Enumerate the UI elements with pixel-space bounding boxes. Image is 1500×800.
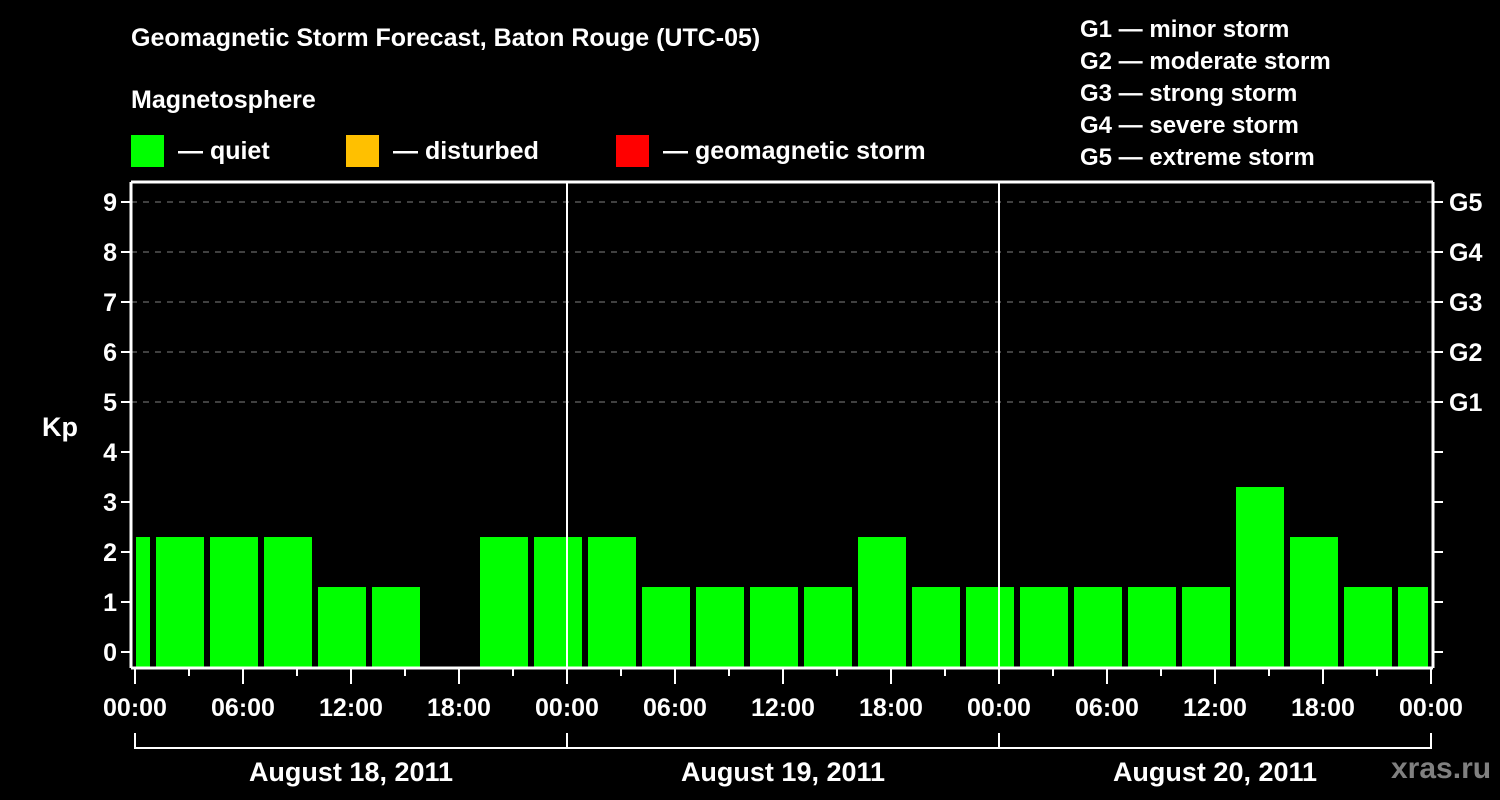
kp-bar bbox=[966, 587, 1014, 667]
storm-scale-g1: G1 — minor storm bbox=[1080, 16, 1290, 43]
gridlines bbox=[131, 201, 1433, 403]
x-tick-label: 12:00 bbox=[319, 694, 383, 722]
storm-scale-g4: G4 — severe storm bbox=[1080, 112, 1299, 139]
kp-bar bbox=[696, 587, 744, 667]
x-axis: 00:00 06:00 12:00 18:00 00:00 06:00 12:00 18:00… bbox=[103, 668, 1463, 722]
legend-label: — disturbed bbox=[393, 136, 539, 165]
x-tick-label: 00:00 bbox=[103, 694, 167, 722]
kp-bar bbox=[372, 587, 420, 667]
x-tick-label: 06:00 bbox=[643, 694, 707, 722]
x-tick-label: 00:00 bbox=[1399, 694, 1463, 722]
day-label: August 18, 2011 bbox=[249, 757, 453, 787]
y-tick-label: 6 bbox=[103, 339, 117, 367]
y-tick-label: 2 bbox=[103, 539, 117, 567]
g-scale-label: G4 bbox=[1449, 239, 1482, 267]
kp-bar bbox=[1290, 537, 1338, 667]
x-tick-label: 12:00 bbox=[751, 694, 815, 722]
kp-bar bbox=[858, 537, 906, 667]
kp-bar bbox=[1020, 587, 1068, 667]
storm-scale-g2: G2 — moderate storm bbox=[1080, 48, 1331, 75]
storm-scale-g3: G3 — strong storm bbox=[1080, 80, 1298, 107]
kp-bar bbox=[642, 587, 690, 667]
kp-bar bbox=[264, 537, 312, 667]
kp-bar bbox=[156, 537, 204, 667]
chart-title: Geomagnetic Storm Forecast, Baton Rouge … bbox=[131, 24, 761, 52]
y-tick-label: 4 bbox=[103, 439, 117, 467]
day-label: August 20, 2011 bbox=[1113, 757, 1317, 787]
g-scale-label: G2 bbox=[1449, 339, 1482, 367]
x-tick-label: 12:00 bbox=[1183, 694, 1247, 722]
y-tick-label: 3 bbox=[103, 489, 117, 517]
kp-bar bbox=[534, 537, 582, 667]
legend-label: — geomagnetic storm bbox=[663, 136, 926, 165]
legend-label: — quiet bbox=[178, 136, 270, 165]
kp-bar bbox=[1398, 587, 1428, 667]
bars bbox=[136, 487, 1428, 667]
kp-bar bbox=[588, 537, 636, 667]
x-tick-label: 06:00 bbox=[211, 694, 275, 722]
x-tick-label: 18:00 bbox=[427, 694, 491, 722]
kp-bar bbox=[136, 537, 150, 667]
x-tick-label: 18:00 bbox=[1291, 694, 1355, 722]
legend-item-storm: — geomagnetic storm bbox=[616, 134, 926, 168]
kp-bar bbox=[804, 587, 852, 667]
watermark: xras.ru bbox=[1391, 752, 1492, 785]
kp-bar bbox=[480, 537, 528, 667]
legend-item-quiet: — quiet bbox=[131, 134, 270, 168]
day-brackets: August 18, 2011 August 19, 2011 August 20,… bbox=[134, 733, 1432, 787]
y-tick-label: 8 bbox=[103, 239, 117, 267]
x-tick-label: 06:00 bbox=[1075, 694, 1139, 722]
g-scale-label: G5 bbox=[1449, 189, 1482, 217]
kp-bar bbox=[210, 537, 258, 667]
x-tick-label: 00:00 bbox=[967, 694, 1031, 722]
y-axis-right-gscale: G1 G2 G3 G4 G5 bbox=[1433, 189, 1482, 653]
kp-bar bbox=[750, 587, 798, 667]
g-scale-label: G3 bbox=[1449, 289, 1482, 317]
legend-item-disturbed: — disturbed bbox=[346, 134, 539, 168]
storm-scale-legend: G1 — minor storm G2 — moderate storm G3 … bbox=[1080, 14, 1331, 174]
disturbed-swatch-icon bbox=[346, 135, 379, 167]
y-axis-label: Kp bbox=[42, 412, 78, 442]
x-tick-label: 00:00 bbox=[535, 694, 599, 722]
kp-bar bbox=[912, 587, 960, 667]
storm-swatch-icon bbox=[616, 135, 649, 167]
kp-bar bbox=[318, 587, 366, 667]
x-tick-label: 18:00 bbox=[859, 694, 923, 722]
y-tick-label: 9 bbox=[103, 189, 117, 217]
y-tick-label: 5 bbox=[103, 389, 117, 417]
day-label: August 19, 2011 bbox=[681, 757, 885, 787]
y-axis-left: 0 1 2 3 4 5 6 7 8 9 bbox=[103, 189, 131, 667]
g-scale-label: G1 bbox=[1449, 389, 1482, 417]
quiet-swatch-icon bbox=[131, 135, 164, 167]
storm-scale-g5: G5 — extreme storm bbox=[1080, 144, 1315, 171]
kp-bar bbox=[1344, 587, 1392, 667]
y-tick-label: 1 bbox=[103, 589, 117, 617]
kp-bar bbox=[1074, 587, 1122, 667]
kp-bar bbox=[1182, 587, 1230, 667]
kp-bar bbox=[1128, 587, 1176, 667]
legend-heading: Magnetosphere bbox=[131, 86, 316, 114]
kp-bar bbox=[1236, 487, 1284, 667]
y-tick-label: 0 bbox=[103, 639, 117, 667]
y-tick-label: 7 bbox=[103, 289, 117, 317]
